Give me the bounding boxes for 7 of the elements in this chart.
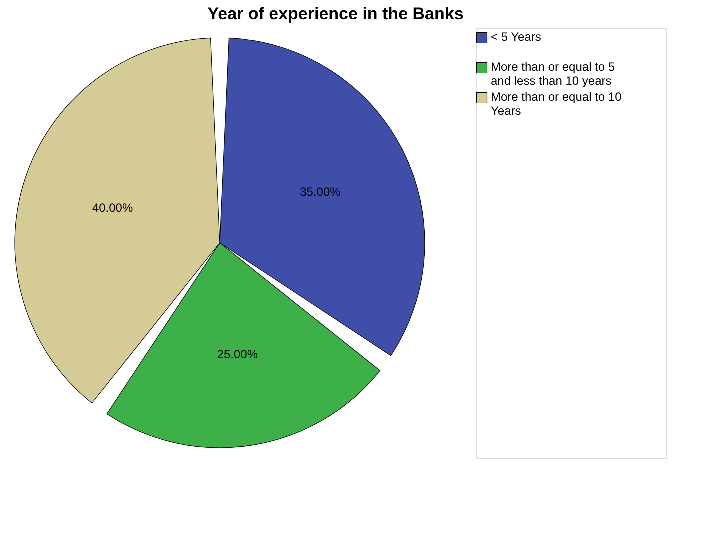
chart-title: Year of experience in the Banks (208, 4, 464, 24)
legend-label: More than or equal to 5 and less than 10 years (491, 60, 616, 88)
data-label: 25.00% (217, 347, 258, 362)
data-label: 40.00% (92, 201, 134, 216)
legend-label: < 5 Years (491, 30, 542, 44)
data-label: 35.00% (300, 184, 342, 199)
legend-label: More than or equal to 10 Years (491, 90, 622, 118)
